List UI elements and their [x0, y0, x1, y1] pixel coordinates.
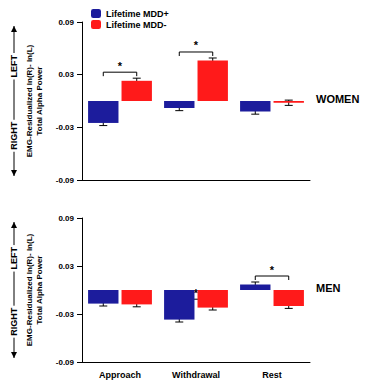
svg-text:-0.03: -0.03	[56, 310, 75, 319]
svg-text:Lifetime MDD-: Lifetime MDD-	[106, 20, 167, 30]
svg-text:WOMEN: WOMEN	[316, 93, 359, 105]
svg-text:LEFT: LEFT	[9, 247, 19, 270]
svg-text:*: *	[270, 264, 275, 276]
svg-text:0.09: 0.09	[58, 214, 74, 223]
svg-text:-0.03: -0.03	[56, 123, 75, 132]
svg-text:Total Alpha Power: Total Alpha Power	[35, 256, 44, 325]
svg-text:EMG-Residualized ln(R)- ln(L): EMG-Residualized ln(R)- ln(L)	[25, 44, 34, 157]
svg-text:0.03: 0.03	[58, 262, 74, 271]
svg-text:EMG-Residualized ln(R)- ln(L): EMG-Residualized ln(R)- ln(L)	[25, 233, 34, 346]
svg-text:Lifetime MDD+: Lifetime MDD+	[106, 9, 169, 19]
svg-text:LEFT: LEFT	[9, 54, 19, 77]
svg-text:-0.09: -0.09	[56, 176, 75, 185]
svg-text:Rest: Rest	[262, 370, 282, 380]
svg-text:MEN: MEN	[316, 282, 341, 294]
svg-text:-0.09: -0.09	[56, 358, 75, 367]
svg-text:RIGHT: RIGHT	[9, 307, 19, 336]
svg-text:*: *	[118, 60, 123, 72]
svg-text:RIGHT: RIGHT	[9, 121, 19, 150]
svg-text:Approach: Approach	[99, 370, 141, 380]
svg-text:Withdrawal: Withdrawal	[172, 370, 220, 380]
svg-text:0.03: 0.03	[58, 70, 74, 79]
svg-text:*: *	[194, 39, 199, 51]
svg-text:Total Alpha Power: Total Alpha Power	[35, 67, 44, 136]
svg-text:0.09: 0.09	[58, 18, 74, 27]
